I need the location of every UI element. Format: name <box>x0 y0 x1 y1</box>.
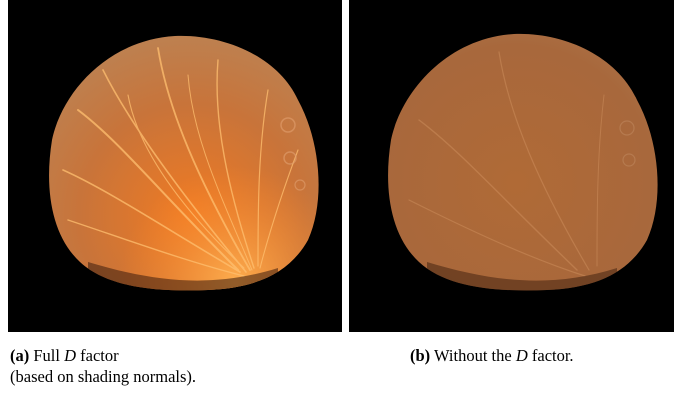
caption-b: (b) Without the D factor. <box>410 345 674 366</box>
fluid-sphere-render-b <box>388 33 658 291</box>
caption-a-pre: Full <box>33 346 60 365</box>
render-image-without-d-factor <box>349 0 674 332</box>
render-image-full-d-factor <box>8 0 342 332</box>
caption-b-symbol: D <box>515 346 528 365</box>
caption-a-post: factor <box>80 346 119 365</box>
caption-a: (a) Full D factor (based on shading norm… <box>10 345 330 387</box>
caption-b-pre: Without the <box>434 346 512 365</box>
caption-a-line2: (based on shading normals). <box>10 367 197 386</box>
caption-b-post: factor. <box>527 346 574 365</box>
caption-b-tag: (b) <box>410 346 431 365</box>
caption-a-tag: (a) <box>10 346 30 365</box>
fluid-sphere-render-a <box>49 35 319 291</box>
caption-a-symbol: D <box>64 346 77 365</box>
